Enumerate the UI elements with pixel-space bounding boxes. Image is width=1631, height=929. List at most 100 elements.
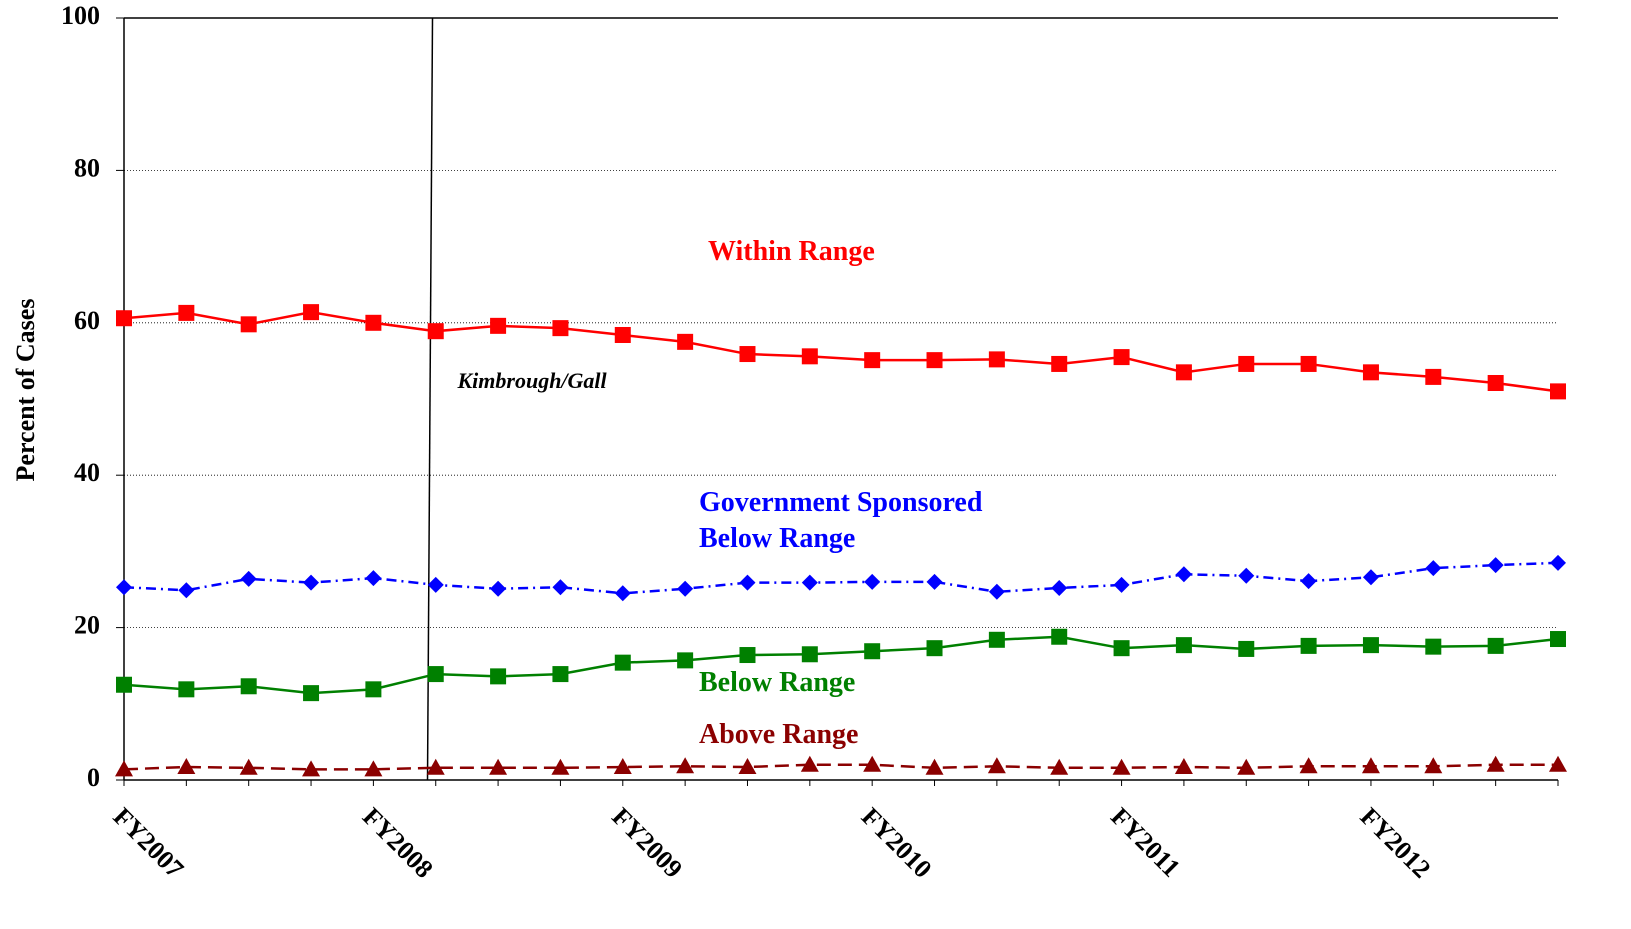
marker — [1550, 631, 1566, 648]
x-tick-label: FY2008 — [357, 802, 439, 884]
marker — [1051, 579, 1068, 596]
marker — [490, 668, 507, 685]
marker — [1362, 364, 1379, 381]
marker — [864, 352, 881, 369]
x-tick-label: FY2007 — [108, 802, 190, 884]
marker — [739, 346, 756, 363]
marker — [1238, 567, 1255, 584]
marker — [551, 758, 570, 775]
series-label: Above Range — [699, 719, 859, 750]
series-line — [123, 763, 1558, 771]
marker — [1237, 758, 1256, 775]
y-tick-label: 60 — [74, 306, 100, 335]
marker — [864, 573, 881, 590]
marker — [1050, 758, 1069, 775]
y-tick-label: 100 — [61, 1, 100, 30]
marker — [926, 352, 943, 369]
marker — [490, 580, 507, 597]
marker — [364, 760, 383, 777]
marker — [178, 304, 195, 321]
marker — [738, 758, 757, 775]
marker — [801, 574, 818, 591]
marker — [1425, 368, 1442, 385]
marker — [1113, 576, 1130, 593]
marker — [613, 758, 632, 775]
marker — [177, 758, 196, 775]
marker — [1487, 637, 1504, 654]
marker — [926, 573, 943, 590]
marker — [178, 582, 195, 599]
marker — [1425, 638, 1442, 655]
marker — [739, 574, 756, 591]
marker — [1051, 355, 1068, 372]
marker — [1175, 637, 1192, 654]
marker — [676, 757, 695, 774]
marker — [614, 585, 631, 602]
marker — [116, 676, 132, 693]
marker — [800, 755, 819, 772]
marker — [426, 758, 445, 775]
marker — [1300, 355, 1317, 372]
marker — [303, 574, 320, 591]
annotation: Kimbrough/Gall — [457, 368, 608, 393]
y-tick-label: 40 — [74, 458, 100, 487]
marker — [240, 316, 257, 333]
marker — [1175, 364, 1192, 381]
series-label: Government Sponsored Below Range — [699, 487, 983, 554]
marker — [240, 678, 257, 695]
marker — [1300, 573, 1317, 590]
x-tick-label: FY2010 — [856, 802, 938, 884]
marker — [365, 314, 382, 331]
marker — [365, 570, 382, 587]
marker — [1175, 566, 1192, 583]
marker — [1361, 757, 1380, 774]
annotation-line — [426, 17, 434, 781]
marker — [427, 576, 444, 593]
marker — [239, 758, 258, 775]
marker — [365, 681, 382, 698]
marker — [1487, 374, 1504, 391]
marker — [1113, 640, 1130, 657]
x-tick-label: FY2011 — [1105, 802, 1186, 883]
marker — [427, 666, 444, 683]
marker — [801, 646, 818, 663]
marker — [614, 326, 631, 343]
marker — [303, 685, 320, 702]
marker — [1174, 758, 1193, 775]
marker — [1112, 758, 1131, 775]
marker — [1051, 628, 1068, 645]
marker — [1487, 557, 1504, 574]
series-line — [123, 310, 1559, 393]
marker — [490, 317, 507, 334]
marker — [1113, 349, 1130, 366]
marker — [677, 580, 694, 597]
marker — [988, 351, 1005, 368]
marker — [116, 579, 132, 596]
marker — [801, 348, 818, 365]
marker — [1300, 637, 1317, 654]
marker — [552, 320, 569, 337]
marker — [303, 304, 320, 321]
marker — [988, 583, 1005, 600]
y-axis-label: Percent of Cases — [11, 299, 40, 482]
y-tick-label: 80 — [74, 153, 100, 182]
marker — [1238, 355, 1255, 372]
y-tick-label: 20 — [74, 611, 100, 640]
marker — [1362, 569, 1379, 586]
marker — [178, 681, 195, 698]
marker — [552, 666, 569, 683]
marker — [115, 760, 133, 777]
y-tick-label: 0 — [87, 763, 100, 792]
series-label: Below Range — [699, 667, 856, 698]
marker — [677, 652, 694, 669]
marker — [739, 647, 756, 664]
series-line — [123, 561, 1559, 595]
marker — [427, 323, 444, 340]
marker — [489, 758, 508, 775]
marker — [614, 654, 631, 671]
marker — [552, 579, 569, 596]
marker — [302, 760, 321, 777]
marker — [1424, 757, 1443, 774]
